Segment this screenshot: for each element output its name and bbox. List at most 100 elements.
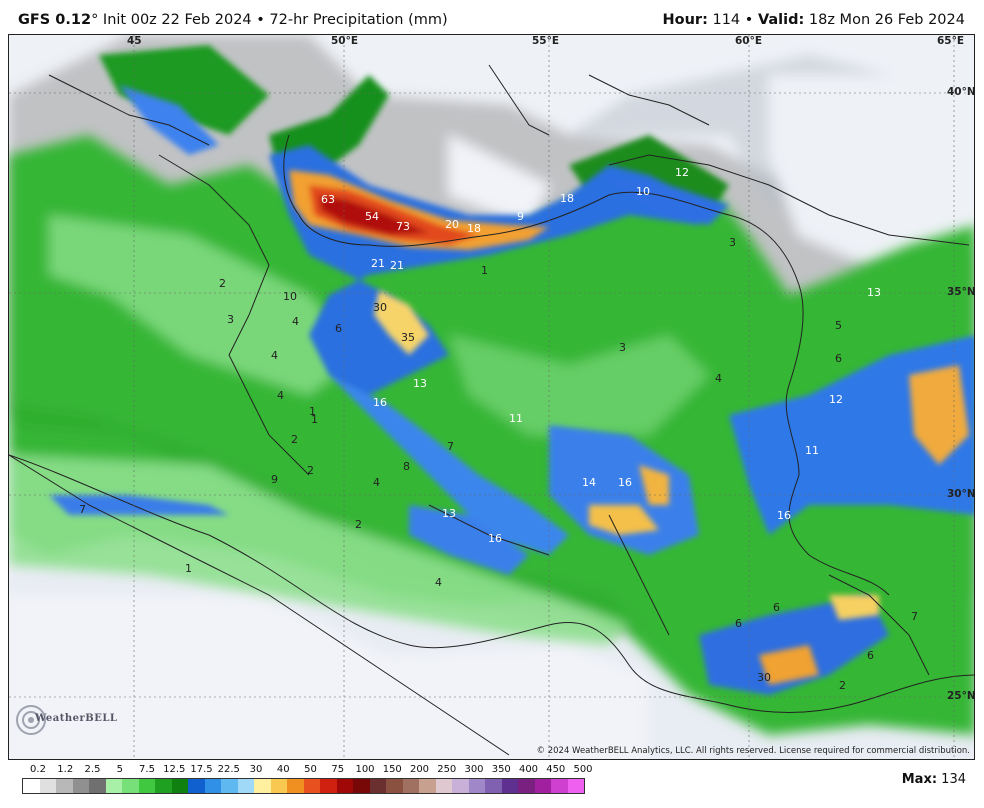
degree-symbol: °: [91, 12, 99, 28]
value-label: 10: [283, 290, 297, 303]
legend-swatch: [468, 779, 485, 793]
legend-swatch: [369, 779, 386, 793]
logo-text: WeatherBELL: [35, 713, 118, 724]
value-label: 16: [777, 509, 791, 522]
value-label: 6: [867, 649, 874, 662]
legend-swatch: [435, 779, 452, 793]
value-label: 18: [467, 222, 481, 235]
lat-label-25: 25°N: [947, 690, 975, 702]
legend-labels: 0.2 1.2 2.5 5 7.5 12.5 17.5 22.5 30 40 50 75 100 150 2…: [22, 764, 712, 778]
value-label: 3: [619, 341, 626, 354]
legend-swatch: [171, 779, 188, 793]
value-label: 6: [835, 352, 842, 365]
value-label: 10: [636, 185, 650, 198]
legend-label: 300: [464, 764, 484, 775]
lon-label-60: 60°E: [735, 35, 763, 47]
lon-label-45: 45: [127, 35, 142, 47]
lon-label-65: 65°E: [937, 35, 965, 47]
value-label: 1: [311, 413, 318, 426]
precipitation-map[interactable]: 45 50°E 55°E 60°E 65°E 40°N 35°N 30°N 25…: [8, 34, 975, 760]
legend-label: 500: [573, 764, 593, 775]
legend-swatch: [270, 779, 287, 793]
value-label: 13: [442, 507, 456, 520]
value-label: 4: [271, 349, 278, 362]
value-label: 16: [373, 396, 387, 409]
legend-swatch: [155, 779, 172, 793]
value-label: 7: [911, 610, 918, 623]
value-label: 21: [390, 259, 404, 272]
legend-swatch: [39, 779, 56, 793]
value-label: 3: [729, 236, 736, 249]
legend-swatch: [287, 779, 304, 793]
legend-label: 450: [546, 764, 566, 775]
valid-label: Valid:: [757, 12, 805, 28]
value-label: 3: [227, 313, 234, 326]
lon-label-55: 55°E: [532, 35, 560, 47]
value-label: 30: [373, 301, 387, 314]
legend-label: 100: [355, 764, 375, 775]
value-label: 1: [185, 562, 192, 575]
value-label: 7: [79, 503, 86, 516]
lat-label-30: 30°N: [947, 488, 975, 500]
legend-swatch: [122, 779, 139, 793]
max-precip-layer: [289, 170, 549, 250]
value-label: 11: [509, 412, 523, 425]
legend-swatch: [72, 779, 89, 793]
legend-swatch: [452, 779, 469, 793]
valid-value: 18z Mon 26 Feb 2024: [804, 12, 965, 28]
legend-swatch: [188, 779, 205, 793]
legend-swatch: [336, 779, 353, 793]
legend-label: 40: [276, 764, 290, 775]
value-label: 1: [481, 264, 488, 277]
value-label: 16: [618, 476, 632, 489]
value-label: 13: [867, 286, 881, 299]
max-label: Max:: [901, 772, 938, 787]
legend-label: 30: [249, 764, 263, 775]
value-label: 35: [401, 331, 415, 344]
legend-swatch: [221, 779, 238, 793]
legend-label: 1.2: [57, 764, 74, 775]
value-label: 2: [839, 679, 846, 692]
legend-swatch: [534, 779, 551, 793]
legend-swatch: [402, 779, 419, 793]
legend-swatch: [89, 779, 106, 793]
legend-swatch: [303, 779, 320, 793]
legend-swatch: [56, 779, 73, 793]
color-legend: 0.2 1.2 2.5 5 7.5 12.5 17.5 22.5 30 40 50 75 100 150 2…: [22, 764, 712, 794]
lon-label-50: 50°E: [331, 35, 359, 47]
value-label: 9: [271, 473, 278, 486]
header: GFS 0.12° Init 00z 22 Feb 2024 • 72-hr P…: [0, 0, 984, 34]
legend-swatch: [485, 779, 502, 793]
title-right: Hour: 114 • Valid: 18z Mon 26 Feb 2024: [663, 12, 966, 28]
value-label: 63: [321, 193, 335, 206]
map-canvas: [9, 35, 974, 759]
value-label: 16: [488, 532, 502, 545]
hour-value: 114 •: [707, 12, 758, 28]
legend-swatch: [353, 779, 370, 793]
legend-label: 250: [437, 764, 457, 775]
legend-label: 400: [518, 764, 539, 775]
value-label: 21: [371, 257, 385, 270]
legend-swatch: [386, 779, 403, 793]
value-label: 12: [675, 166, 689, 179]
max-value: Max: 134: [902, 772, 966, 787]
value-label: 20: [445, 218, 459, 231]
value-label: 4: [277, 389, 284, 402]
init-text: Init 00z 22 Feb 2024 • 72-hr Precipitati…: [98, 12, 448, 28]
legend-label: 12.5: [163, 764, 186, 775]
borders-layer: [9, 64, 974, 756]
legend-swatch: [254, 779, 271, 793]
value-label: 2: [355, 518, 362, 531]
legend-swatch: [237, 779, 254, 793]
max-number: 134: [937, 772, 966, 787]
value-label: 8: [403, 460, 410, 473]
legend-swatch: [501, 779, 518, 793]
value-label: 5: [835, 319, 842, 332]
legend-label: 2.5: [84, 764, 101, 775]
legend-swatch: [320, 779, 337, 793]
value-label: 6: [735, 617, 742, 630]
legend-label: 17.5: [190, 764, 213, 775]
value-label: 11: [805, 444, 819, 457]
legend-swatch: [551, 779, 568, 793]
value-label: 4: [435, 576, 442, 589]
